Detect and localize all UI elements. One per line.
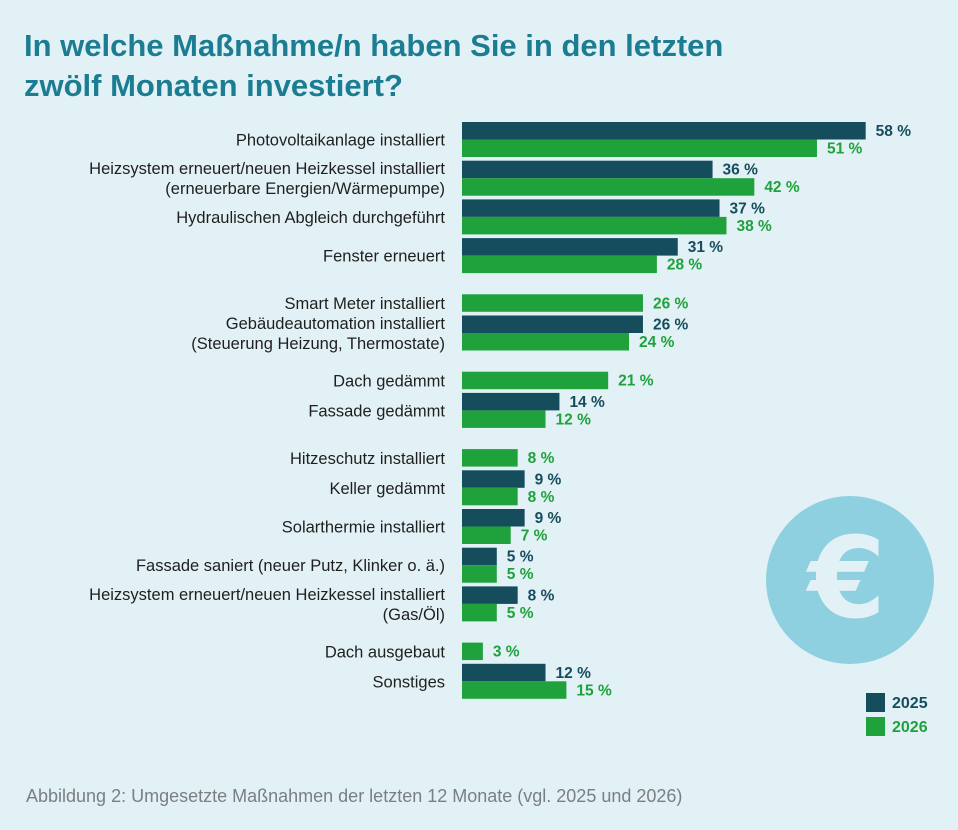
- bar-2025: [462, 199, 720, 217]
- data-label-2025: 58 %: [876, 123, 912, 140]
- bar-2025: [462, 586, 518, 604]
- data-label-2025: 26 %: [653, 317, 689, 334]
- data-label-2026: 42 %: [764, 179, 800, 196]
- data-label-2026: 28 %: [667, 257, 703, 274]
- data-label-2025: 14 %: [569, 394, 605, 411]
- bar-2025: [462, 509, 525, 527]
- data-label-2026: 8 %: [528, 450, 555, 467]
- data-label-2025: 9 %: [535, 510, 562, 527]
- legend-label-2026: 2026: [892, 719, 928, 736]
- category-label: Keller gedämmt: [329, 480, 445, 498]
- category-label: Hydraulischen Abgleich durchgeführt: [176, 209, 445, 227]
- bar-2025: [462, 392, 560, 411]
- category-label-line: Heizsystem erneuert/neuen Heizkessel ins…: [89, 586, 445, 604]
- bar-2026: [462, 603, 497, 622]
- bar-2025: [462, 547, 497, 566]
- category-label-line: Heizsystem erneuert/neuen Heizkessel ins…: [89, 160, 445, 178]
- title-line-1: In welche Maßnahme/n haben Sie in den le…: [24, 28, 724, 63]
- data-label-2026: 24 %: [639, 334, 675, 351]
- category-label: Hitzeschutz installiert: [290, 450, 445, 468]
- category-label: Dach gedämmt: [333, 372, 445, 390]
- bar-2025: [462, 315, 643, 333]
- data-label-2025: 5 %: [507, 549, 534, 566]
- legend-swatch-2025: [866, 693, 885, 712]
- data-label-2026: 3 %: [493, 644, 520, 661]
- bar-2026: [462, 565, 497, 583]
- data-label-2025: 9 %: [535, 471, 562, 488]
- data-label-2026: 7 %: [521, 528, 548, 545]
- bar-2026: [462, 333, 630, 351]
- category-label: Smart Meter installiert: [285, 295, 446, 313]
- bar-2026: [462, 681, 567, 699]
- bar-2026: [462, 487, 518, 506]
- bar-2026: [462, 526, 511, 544]
- bar-2025: [462, 238, 678, 256]
- data-label-2026: 21 %: [618, 373, 654, 390]
- bars-group: Photovoltaikanlage installiert 58 % 51 % He…: [89, 122, 911, 699]
- data-label-2026: 12 %: [556, 411, 592, 428]
- category-label-line: (Steuerung Heizung, Thermostate): [191, 335, 445, 353]
- chart-title: In welche Maßnahme/n haben Sie in den le…: [24, 26, 924, 106]
- data-label-2026: 5 %: [507, 605, 534, 622]
- category-label: Heizsystem erneuert/neuen Heizkessel ins…: [89, 160, 445, 198]
- category-label: Photovoltaikanlage installiert: [236, 132, 446, 150]
- data-label-2026: 15 %: [576, 682, 612, 699]
- bar-2025: [462, 160, 713, 179]
- bar-2026: [462, 371, 609, 390]
- bar-2026: [462, 642, 483, 661]
- data-label-2026: 5 %: [507, 566, 534, 583]
- bar-2026: [462, 449, 518, 467]
- bar-2026: [462, 139, 817, 157]
- data-label-2025: 36 %: [723, 162, 759, 179]
- category-label: Fassade gedämmt: [308, 402, 445, 420]
- category-label-line: Gebäudeautomation installiert: [226, 315, 446, 333]
- data-label-2026: 51 %: [827, 141, 863, 158]
- bar-2026: [462, 410, 546, 428]
- bar-2026: [462, 294, 643, 312]
- legend-label-2025: 2025: [892, 695, 928, 712]
- bar-chart: Photovoltaikanlage installiert 58 % 51 % He…: [89, 122, 934, 736]
- bar-2026: [462, 255, 657, 274]
- data-label-2025: 37 %: [730, 200, 766, 217]
- category-label: Solarthermie installiert: [282, 519, 446, 537]
- title-line-2: zwölf Monaten investiert?: [24, 68, 403, 103]
- bar-2025: [462, 663, 546, 682]
- figure-caption: Abbildung 2: Umgesetzte Maßnahmen der le…: [26, 786, 683, 806]
- data-label-2026: 8 %: [528, 489, 555, 506]
- category-label: Dach ausgebaut: [325, 643, 446, 661]
- bar-2025: [462, 470, 525, 488]
- data-label-2025: 8 %: [528, 587, 555, 604]
- euro-coin-icon: €: [766, 496, 934, 664]
- data-label-2025: 12 %: [556, 665, 592, 682]
- bar-2026: [462, 178, 755, 196]
- category-label: Gebäudeautomation installiert (Steuerung …: [191, 315, 445, 353]
- data-label-2026: 26 %: [653, 295, 689, 312]
- bar-2026: [462, 216, 727, 235]
- category-label-line: (erneuerbare Energien/Wärmepumpe): [165, 180, 445, 198]
- category-label: Fenster erneuert: [323, 248, 445, 266]
- category-label: Sonstiges: [373, 673, 445, 691]
- legend: 2025 2026: [866, 693, 928, 736]
- category-label: Fassade saniert (neuer Putz, Klinker o. …: [136, 557, 445, 575]
- data-label-2025: 31 %: [688, 239, 724, 256]
- bar-2025: [462, 122, 866, 140]
- data-label-2026: 38 %: [736, 218, 772, 235]
- category-label-line: (Gas/Öl): [383, 606, 445, 624]
- category-label: Heizsystem erneuert/neuen Heizkessel ins…: [89, 586, 445, 624]
- legend-swatch-2026: [866, 717, 885, 736]
- svg-text:€: €: [805, 514, 886, 644]
